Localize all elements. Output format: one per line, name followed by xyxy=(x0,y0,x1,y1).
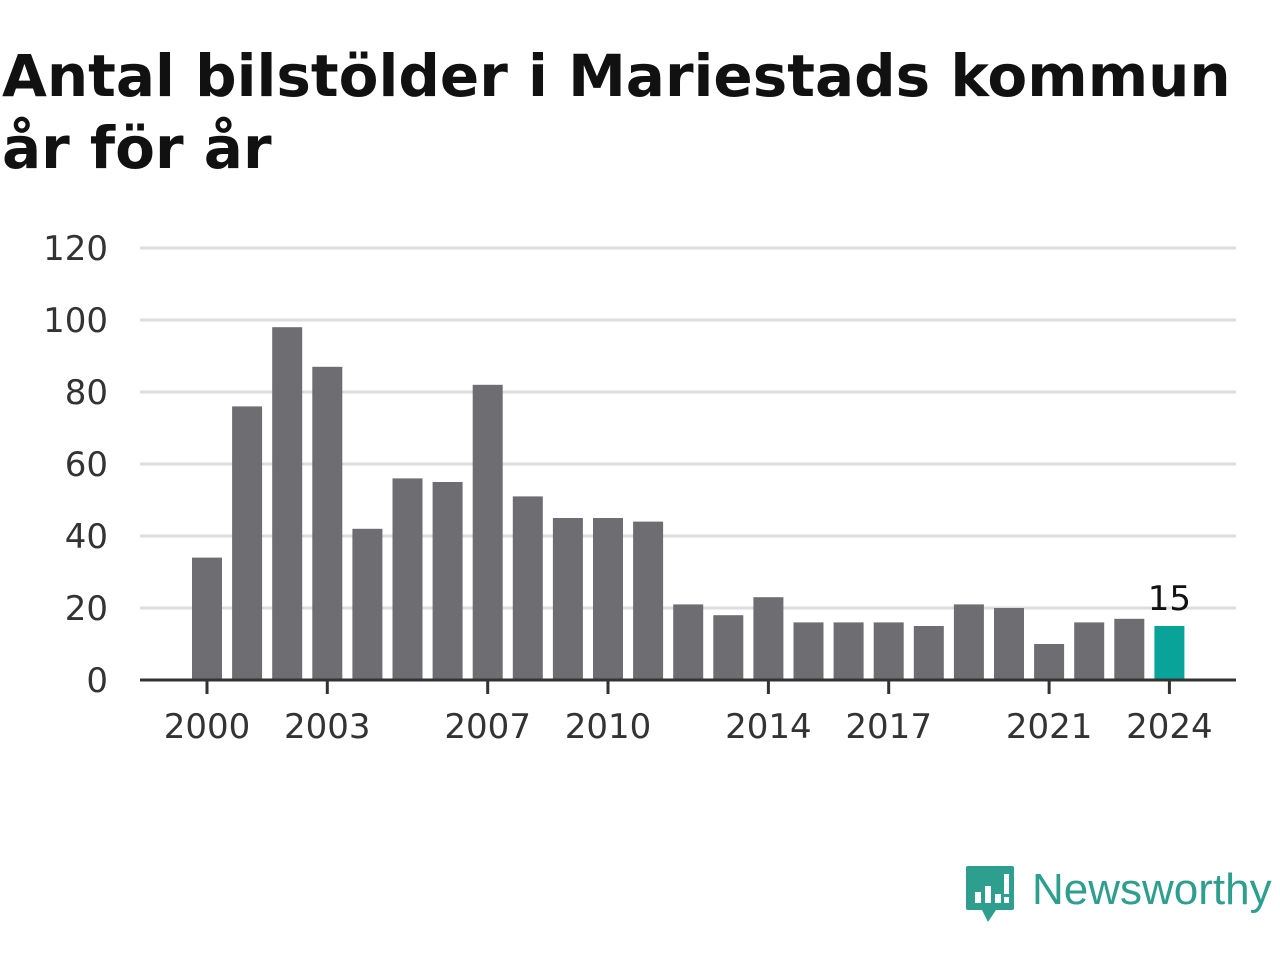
bar-2018 xyxy=(913,626,944,680)
bar-2004 xyxy=(352,528,383,680)
bar-2009 xyxy=(552,518,583,680)
bar-2011 xyxy=(633,521,664,680)
x-tick-label-2017: 2017 xyxy=(845,707,932,747)
bar-2019 xyxy=(953,604,984,680)
bar-2003 xyxy=(312,366,343,680)
bar-2007 xyxy=(472,384,503,680)
bar-2023 xyxy=(1114,618,1145,680)
bar-2000 xyxy=(192,557,222,680)
bar-2005 xyxy=(392,478,423,680)
x-tick-label-2021: 2021 xyxy=(1006,707,1093,747)
bar-2010 xyxy=(593,518,623,680)
y-tick-label-60: 60 xyxy=(65,445,108,485)
y-tick-label-120: 120 xyxy=(43,229,108,269)
x-axis-labels: 2000 2003 2007 2010 2014 2017 2021 2024 xyxy=(164,707,1213,747)
x-tick-label-2000: 2000 xyxy=(164,707,251,747)
bar-2020 xyxy=(994,608,1024,680)
y-tick-label-0: 0 xyxy=(86,661,108,701)
x-tick-label-2007: 2007 xyxy=(444,707,531,747)
bar-2017 xyxy=(873,622,904,680)
grid-lines xyxy=(140,246,1236,610)
bar-2014 xyxy=(753,597,784,680)
x-axis xyxy=(140,678,1236,694)
bar-2002 xyxy=(272,327,303,680)
bar-2015 xyxy=(793,622,824,680)
y-tick-label-80: 80 xyxy=(65,373,108,413)
chart-title: Antal bilstölder i Mariestads kommun år … xyxy=(2,42,1231,182)
bar-2024 xyxy=(1154,626,1185,680)
bars xyxy=(192,327,1185,680)
bar-2001 xyxy=(232,406,263,680)
bar-2016 xyxy=(833,622,864,680)
bar-2021 xyxy=(1034,644,1065,680)
y-tick-label-40: 40 xyxy=(65,517,108,557)
bar-2006 xyxy=(432,482,463,680)
x-tick-label-2024: 2024 xyxy=(1126,707,1213,747)
y-axis-labels: 0 20 40 60 80 100 120 xyxy=(43,229,108,701)
bar-2008 xyxy=(512,496,543,680)
bar-2022 xyxy=(1074,622,1105,680)
data-label-2024: 15 xyxy=(1148,579,1191,619)
x-tick-label-2014: 2014 xyxy=(725,707,812,747)
data-labels: 15 xyxy=(1148,579,1191,619)
x-tick-label-2003: 2003 xyxy=(284,707,371,747)
x-tick-label-2010: 2010 xyxy=(565,707,652,747)
newsworthy-wordmark: Newsworthy xyxy=(1032,865,1272,914)
bar-2012 xyxy=(673,604,704,680)
y-tick-label-100: 100 xyxy=(43,301,108,341)
newsworthy-logo-icon xyxy=(966,866,1014,922)
y-tick-label-20: 20 xyxy=(65,589,108,629)
bar-2013 xyxy=(713,615,744,680)
